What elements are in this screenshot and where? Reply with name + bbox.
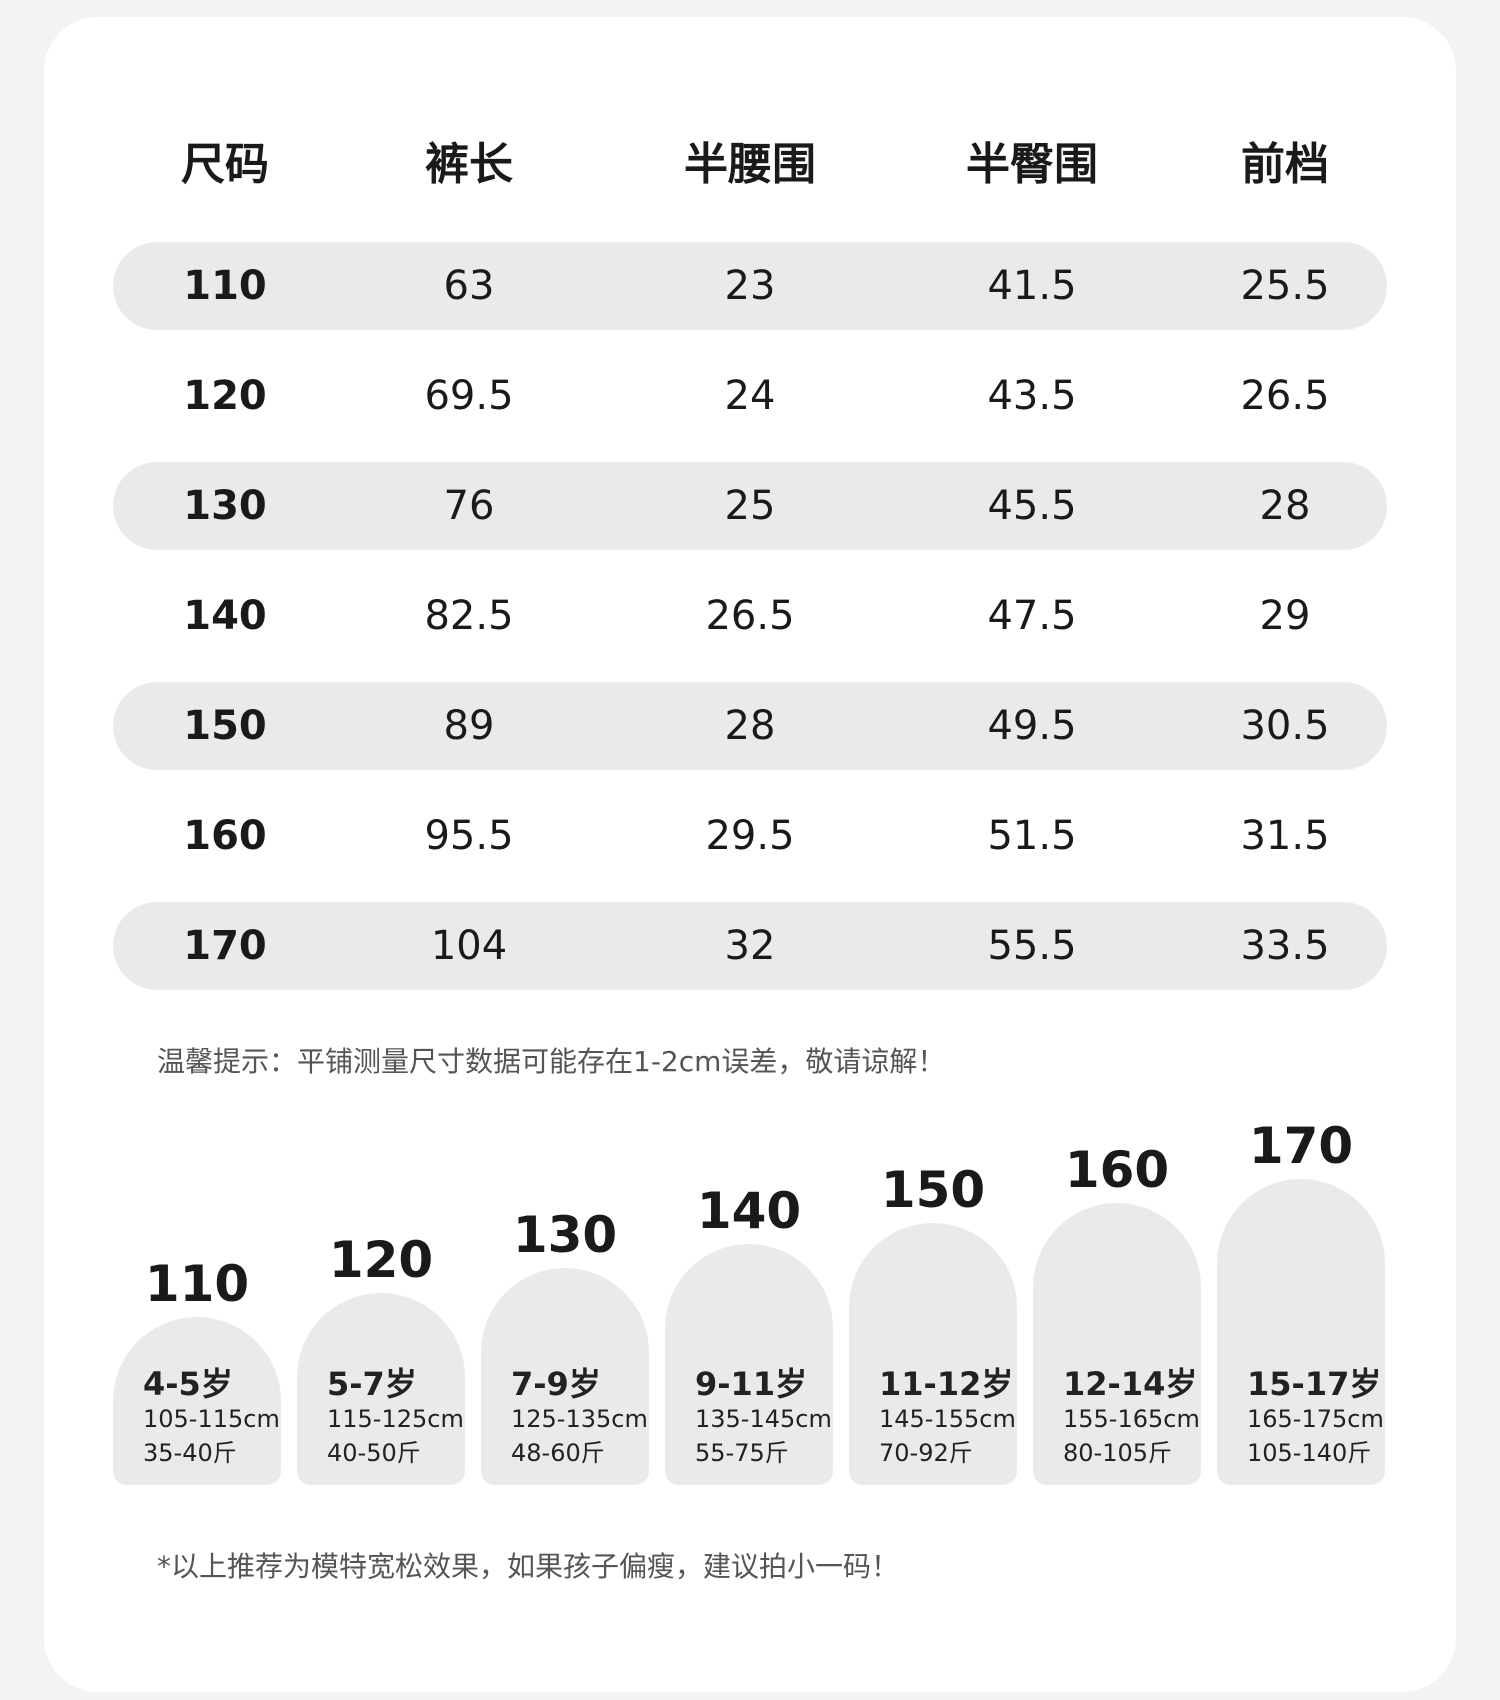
table-row-cell: 33.5 — [1240, 923, 1330, 969]
footnote: *以上推荐为模特宽松效果，如果孩子偏瘦，建议拍小一码！ — [157, 1550, 900, 1583]
table-row-cell: 49.5 — [987, 703, 1077, 749]
table-header-cell: 裤长 — [425, 139, 513, 190]
table-row-cell: 43.5 — [987, 373, 1077, 419]
table-row: 160 95.5 29.5 51.5 31.5 — [113, 792, 1387, 880]
table-row-cell: 47.5 — [987, 593, 1077, 639]
table-row: 130 76 25 45.5 28 — [113, 462, 1387, 550]
weight-range: 55-75斤 — [695, 1439, 789, 1467]
size-label: 120 — [328, 1231, 434, 1289]
table-row-cell: 95.5 — [424, 813, 514, 859]
weight-range: 35-40斤 — [143, 1439, 237, 1467]
table-row-cell: 51.5 — [987, 813, 1077, 859]
table-row-cell: 23 — [724, 263, 776, 309]
height-range: 105-115cm — [143, 1405, 280, 1433]
size-label: 160 — [1064, 1141, 1170, 1199]
table-header-cell: 尺码 — [181, 139, 269, 190]
size-label: 140 — [696, 1182, 802, 1240]
weight-range: 48-60斤 — [511, 1439, 605, 1467]
table-row-cell: 63 — [443, 263, 495, 309]
table-row-cell: 28 — [1259, 483, 1311, 529]
age-range: 4-5岁 — [143, 1365, 233, 1403]
size-label: 130 — [512, 1206, 618, 1264]
age-range: 9-11岁 — [695, 1365, 808, 1403]
table-row-cell: 170 — [183, 923, 267, 969]
height-range: 125-135cm — [511, 1405, 648, 1433]
weight-range: 80-105斤 — [1063, 1439, 1173, 1467]
weight-range: 40-50斤 — [327, 1439, 421, 1467]
height-range: 115-125cm — [327, 1405, 464, 1433]
table-header-cell: 半臀围 — [966, 139, 1098, 190]
table-row-cell: 29 — [1259, 593, 1311, 639]
table-row-cell: 41.5 — [987, 263, 1077, 309]
table-row-cell: 28 — [724, 703, 776, 749]
size-label: 170 — [1248, 1117, 1354, 1175]
table-row-cell: 130 — [183, 483, 267, 529]
table-row-cell: 24 — [724, 373, 776, 419]
table-row-cell: 110 — [183, 263, 267, 309]
size-card: 4-5岁 105-115cm 35-40斤 — [113, 1317, 281, 1485]
size-card: 9-11岁 135-145cm 55-75斤 — [665, 1244, 833, 1485]
height-range: 135-145cm — [695, 1405, 832, 1433]
size-label: 110 — [144, 1255, 250, 1313]
table-row: 170 104 32 55.5 33.5 — [113, 902, 1387, 990]
table-header-cell: 前档 — [1241, 139, 1329, 190]
table-row-cell: 69.5 — [424, 373, 514, 419]
table-row-cell: 89 — [443, 703, 495, 749]
size-card: 7-9岁 125-135cm 48-60斤 — [481, 1268, 649, 1485]
weight-range: 70-92斤 — [879, 1439, 973, 1467]
height-range: 155-165cm — [1063, 1405, 1200, 1433]
table-row-cell: 26.5 — [705, 593, 795, 639]
table-row: 110 63 23 41.5 25.5 — [113, 242, 1387, 330]
table-header-cell: 半腰围 — [684, 139, 816, 190]
height-range: 145-155cm — [879, 1405, 1016, 1433]
table-row-cell: 29.5 — [705, 813, 795, 859]
size-card: 12-14岁 155-165cm 80-105斤 — [1033, 1203, 1201, 1485]
table-row-cell: 45.5 — [987, 483, 1077, 529]
age-range: 12-14岁 — [1063, 1365, 1198, 1403]
table-row: 140 82.5 26.5 47.5 29 — [113, 572, 1387, 660]
table-row-cell: 25.5 — [1240, 263, 1330, 309]
table-row-cell: 25 — [724, 483, 776, 529]
table-row-cell: 32 — [724, 923, 776, 969]
table-row-cell: 26.5 — [1240, 373, 1330, 419]
table-row-cell: 160 — [183, 813, 267, 859]
size-label: 150 — [880, 1161, 986, 1219]
table-row-cell: 30.5 — [1240, 703, 1330, 749]
size-card: 5-7岁 115-125cm 40-50斤 — [297, 1293, 465, 1485]
age-range: 11-12岁 — [879, 1365, 1014, 1403]
table-row-cell: 82.5 — [424, 593, 514, 639]
table-row: 150 89 28 49.5 30.5 — [113, 682, 1387, 770]
age-range: 7-9岁 — [511, 1365, 601, 1403]
size-card: 11-12岁 145-155cm 70-92斤 — [849, 1223, 1017, 1485]
height-range: 165-175cm — [1247, 1405, 1384, 1433]
size-card: 15-17岁 165-175cm 105-140斤 — [1217, 1179, 1385, 1485]
table-row-cell: 140 — [183, 593, 267, 639]
table-row-cell: 76 — [443, 483, 495, 529]
table-row-cell: 150 — [183, 703, 267, 749]
table-header: 尺码 裤长 半腰围 半臀围 前档 — [113, 121, 1387, 209]
table-row-cell: 104 — [430, 923, 508, 969]
age-range: 5-7岁 — [327, 1365, 417, 1403]
weight-range: 105-140斤 — [1247, 1439, 1372, 1467]
table-row: 120 69.5 24 43.5 26.5 — [113, 352, 1387, 440]
table-row-cell: 31.5 — [1240, 813, 1330, 859]
measurement-tip: 温馨提示：平铺测量尺寸数据可能存在1-2cm误差，敬请谅解！ — [157, 1045, 946, 1078]
table-row-cell: 55.5 — [987, 923, 1077, 969]
table-row-cell: 120 — [183, 373, 267, 419]
age-range: 15-17岁 — [1247, 1365, 1382, 1403]
